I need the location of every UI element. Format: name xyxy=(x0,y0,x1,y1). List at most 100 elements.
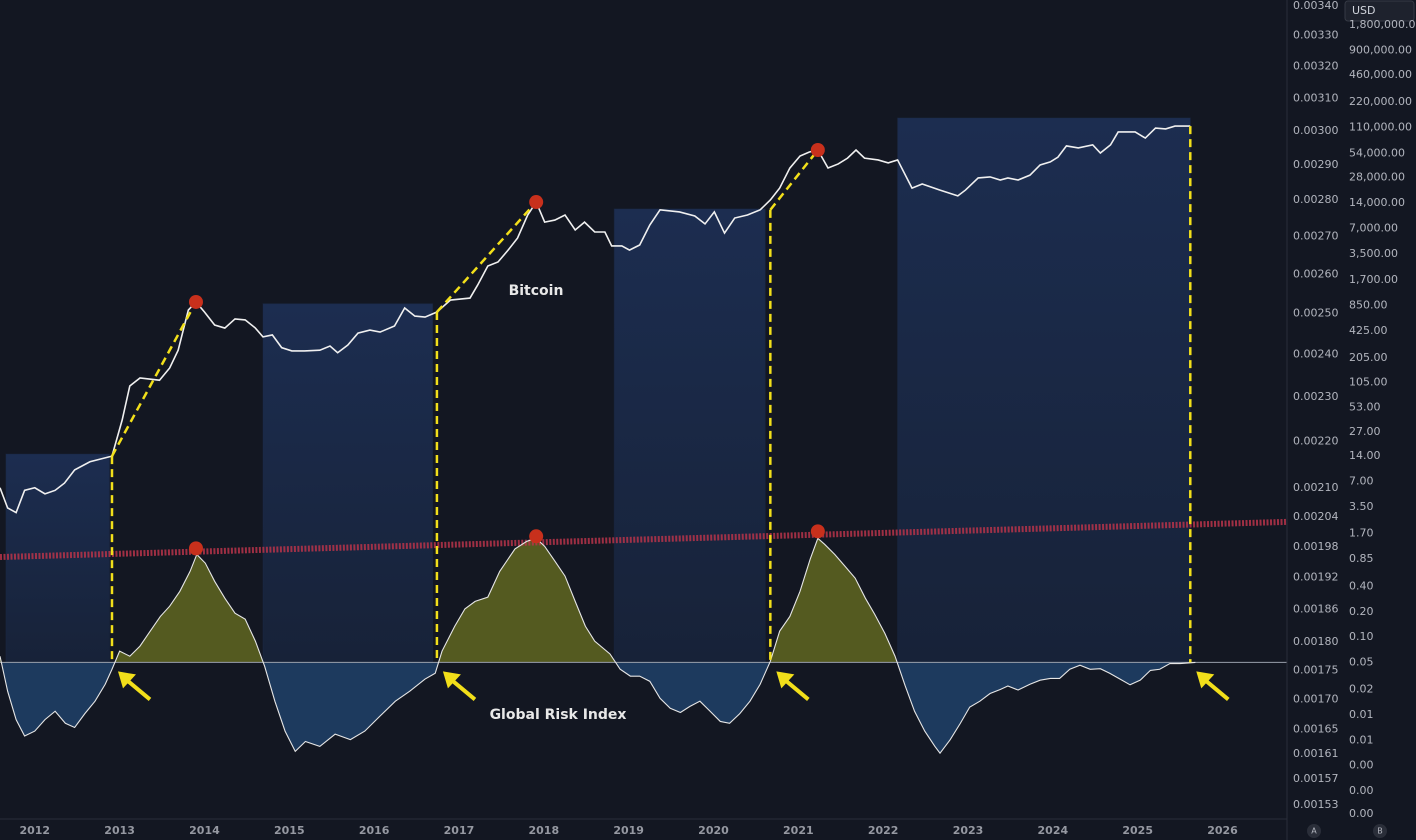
arrow-head xyxy=(117,671,136,689)
y2-tick-label: 0.01 xyxy=(1349,733,1374,746)
peak-dot xyxy=(529,529,544,544)
series-label: Global Risk Index xyxy=(490,707,627,723)
y2-tick-label: 0.40 xyxy=(1349,579,1374,592)
y-tick-label: 0.00180 xyxy=(1293,635,1339,648)
peak-dot xyxy=(529,195,544,210)
y2-tick-label: 425.00 xyxy=(1349,324,1388,337)
y2-tick-label: 105.00 xyxy=(1349,375,1388,388)
y2-tick-label: 0.20 xyxy=(1349,605,1374,618)
pane-button[interactable] xyxy=(1307,824,1321,838)
x-tick-label: 2023 xyxy=(953,824,984,837)
x-tick-label: 2022 xyxy=(868,824,899,837)
x-tick-label: 2020 xyxy=(698,824,729,837)
zone xyxy=(613,208,766,663)
y-tick-label: 0.00192 xyxy=(1293,571,1339,584)
plot-area xyxy=(0,117,1288,755)
y-tick-label: 0.00175 xyxy=(1293,663,1339,676)
y2-tick-label: 900,000.00 xyxy=(1349,43,1412,56)
arrow-shaft xyxy=(1203,677,1230,701)
x-tick-label: 2012 xyxy=(19,824,50,837)
peak-dot xyxy=(188,294,203,309)
series-label: Bitcoin xyxy=(509,283,564,299)
y2-tick-label: 54,000.00 xyxy=(1349,146,1405,159)
currency-box[interactable] xyxy=(1344,0,1415,22)
y-tick-label: 0.00240 xyxy=(1293,347,1339,360)
y2-tick-label: 0.85 xyxy=(1349,552,1374,565)
arrow-head xyxy=(1196,671,1215,689)
y2-tick-label: 1.70 xyxy=(1349,526,1374,539)
y-tick-label: 0.00290 xyxy=(1293,158,1339,171)
y-tick-label: 0.00320 xyxy=(1293,60,1339,73)
y-tick-label: 0.00310 xyxy=(1293,91,1339,104)
y-tick-label: 0.00186 xyxy=(1293,602,1339,615)
peak-dot xyxy=(188,541,203,556)
arrow-head xyxy=(776,671,795,689)
y2-tick-label: 28,000.00 xyxy=(1349,171,1405,184)
y2-tick-label: 0.05 xyxy=(1349,656,1374,669)
x-tick-label: 2018 xyxy=(529,824,560,837)
x-tick-label: 2014 xyxy=(189,824,220,837)
y2-tick-label: 0.02 xyxy=(1349,682,1374,695)
y2-tick-label: 205.00 xyxy=(1349,351,1388,364)
signal-diagonal xyxy=(110,301,198,457)
x-tick-label: 2019 xyxy=(613,824,644,837)
y2-tick-label: 110,000.00 xyxy=(1349,120,1412,133)
x-tick-label: 2024 xyxy=(1038,824,1069,837)
y2-tick-label: 1,700.00 xyxy=(1349,273,1398,286)
y-tick-label: 0.00230 xyxy=(1293,390,1339,403)
y-tick-label: 0.00330 xyxy=(1293,29,1339,42)
zone xyxy=(262,303,434,663)
y2-tick-label: 14,000.00 xyxy=(1349,196,1405,209)
peak-dot xyxy=(810,143,825,158)
series-line xyxy=(0,537,1196,755)
currency-label[interactable]: USD xyxy=(1352,4,1376,17)
x-tick-label: 2026 xyxy=(1207,824,1238,837)
x-tick-label: 2025 xyxy=(1122,824,1153,837)
y-tick-label: 0.00161 xyxy=(1293,747,1339,760)
y2-tick-label: 7,000.00 xyxy=(1349,221,1398,234)
y2-tick-label: 14.00 xyxy=(1349,449,1381,462)
y2-tick-label: 220,000.00 xyxy=(1349,95,1412,108)
y2-tick-label: 53.00 xyxy=(1349,400,1381,413)
y-tick-label: 0.00198 xyxy=(1293,540,1339,553)
x-tick-label: 2015 xyxy=(274,824,305,837)
y-tick-label: 0.00170 xyxy=(1293,692,1339,705)
y2-tick-label: 0.00 xyxy=(1349,784,1374,797)
y2-tick-label: 3.50 xyxy=(1349,500,1374,513)
y2-tick-label: 460,000.00 xyxy=(1349,68,1412,81)
arrow-shaft xyxy=(783,677,810,701)
x-tick-label: 2021 xyxy=(783,824,814,837)
x-tick-label: 2016 xyxy=(359,824,390,837)
arrow-head xyxy=(442,671,461,689)
peak-dot xyxy=(810,524,825,539)
y2-tick-label: 0.01 xyxy=(1349,708,1374,721)
y-tick-label: 0.00250 xyxy=(1293,307,1339,320)
x-tick-label: 2013 xyxy=(104,824,135,837)
y2-tick-label: 1,800,000.00 xyxy=(1349,18,1416,31)
y-tick-label: 0.00300 xyxy=(1293,124,1339,137)
y-tick-label: 0.00340 xyxy=(1293,0,1339,12)
pane-label[interactable]: A xyxy=(1311,827,1317,836)
y-tick-label: 0.00260 xyxy=(1293,267,1339,280)
y-tick-label: 0.00270 xyxy=(1293,230,1339,243)
y-tick-label: 0.00157 xyxy=(1293,772,1339,785)
arrow-shaft xyxy=(449,677,477,701)
y2-tick-label: 0.00 xyxy=(1349,759,1374,772)
risk-area-below xyxy=(1,662,1196,754)
y2-tick-label: 0.10 xyxy=(1349,630,1374,643)
y2-tick-label: 850.00 xyxy=(1349,299,1388,312)
y-tick-label: 0.00165 xyxy=(1293,722,1339,735)
pane-label[interactable]: B xyxy=(1377,827,1383,836)
trendline xyxy=(0,518,1288,561)
arrow-shaft xyxy=(124,677,152,701)
y2-tick-label: 7.00 xyxy=(1349,475,1374,488)
zone xyxy=(897,117,1191,663)
y2-tick-label: 0.00 xyxy=(1349,807,1374,820)
x-tick-label: 2017 xyxy=(444,824,475,837)
y2-tick-label: 27.00 xyxy=(1349,425,1381,438)
y2-tick-label: 3,500.00 xyxy=(1349,247,1398,260)
y-tick-label: 0.00280 xyxy=(1293,193,1339,206)
y-tick-label: 0.00210 xyxy=(1293,481,1339,494)
pane-button[interactable] xyxy=(1373,824,1387,838)
